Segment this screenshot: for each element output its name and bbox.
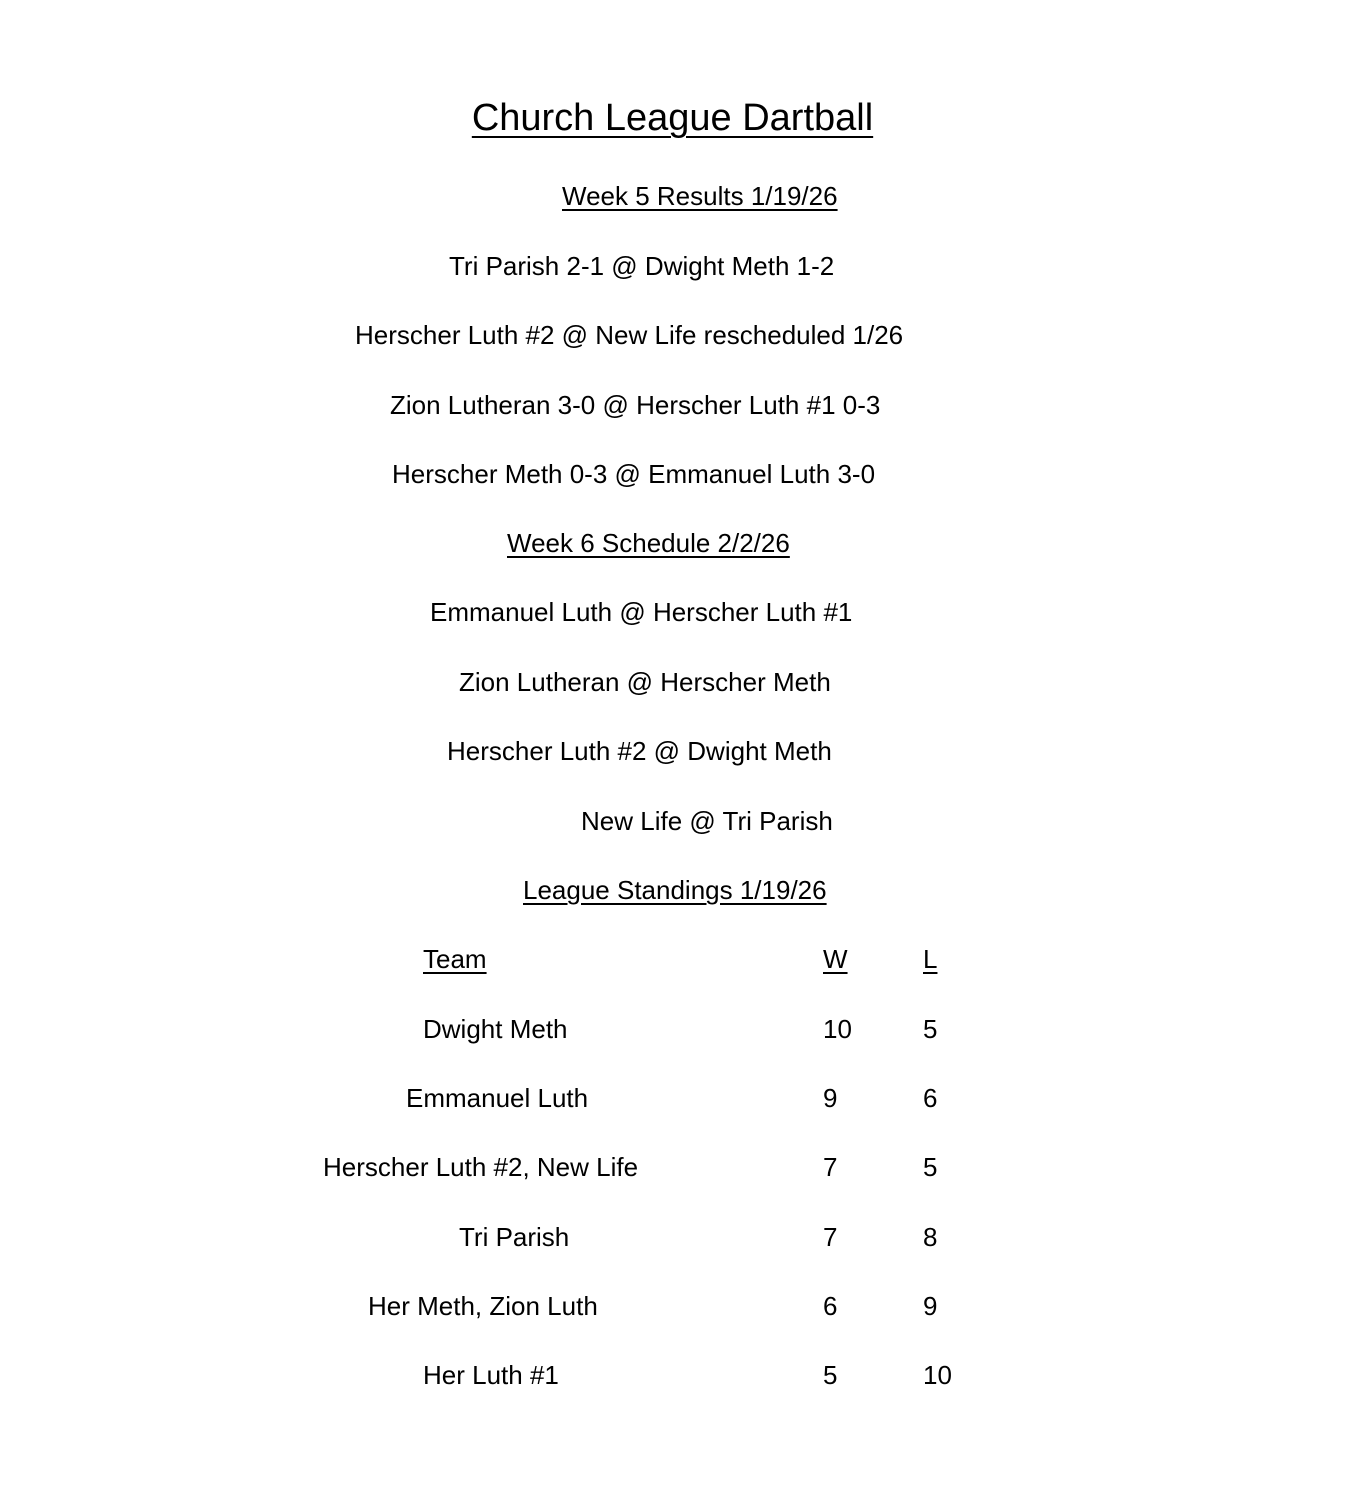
schedule-line: New Life @ Tri Parish	[581, 806, 833, 836]
losses: 10	[923, 1360, 952, 1390]
page-title: Church League Dartball	[471, 97, 874, 139]
wins: 7	[823, 1222, 838, 1252]
schedule-line: Zion Lutheran @ Herscher Meth	[459, 667, 831, 697]
losses: 6	[923, 1083, 938, 1113]
schedule-line: Herscher Luth #2 @ Dwight Meth	[447, 736, 832, 766]
standings-heading: League Standings 1/19/26	[523, 875, 827, 905]
result-line: Tri Parish 2-1 @ Dwight Meth 1-2	[449, 251, 835, 281]
losses: 9	[923, 1291, 938, 1321]
result-line: Herscher Meth 0-3 @ Emmanuel Luth 3-0	[392, 459, 876, 489]
wins: 6	[823, 1291, 838, 1321]
team-name: Emmanuel Luth	[406, 1083, 589, 1113]
result-line: Herscher Luth #2 @ New Life rescheduled …	[355, 320, 904, 350]
column-header-losses: L	[923, 944, 938, 974]
team-name: Dwight Meth	[423, 1014, 568, 1044]
schedule-line: Emmanuel Luth @ Herscher Luth #1	[430, 597, 853, 627]
week6-heading: Week 6 Schedule 2/2/26	[507, 528, 790, 558]
wins: 9	[823, 1083, 838, 1113]
team-name: Her Meth, Zion Luth	[368, 1291, 598, 1321]
losses: 8	[923, 1222, 938, 1252]
team-name: Her Luth #1	[423, 1360, 559, 1390]
losses: 5	[923, 1152, 938, 1182]
column-header-team: Team	[423, 944, 487, 974]
losses: 5	[923, 1014, 938, 1044]
result-line: Zion Lutheran 3-0 @ Herscher Luth #1 0-3	[390, 390, 881, 420]
team-name: Tri Parish	[459, 1222, 570, 1252]
wins: 7	[823, 1152, 838, 1182]
week5-heading: Week 5 Results 1/19/26	[562, 181, 838, 211]
wins: 5	[823, 1360, 838, 1390]
wins: 10	[823, 1014, 852, 1044]
team-name: Herscher Luth #2, New Life	[323, 1152, 639, 1182]
column-header-wins: W	[823, 944, 848, 974]
